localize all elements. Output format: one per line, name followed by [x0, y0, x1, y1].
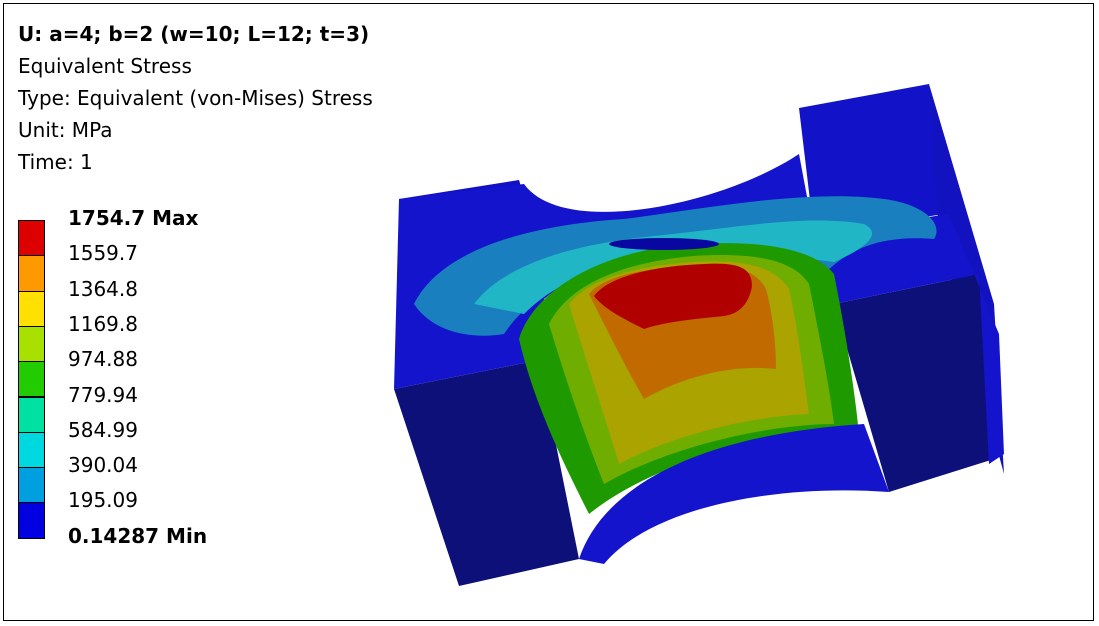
legend-level-label: 195.09 [68, 488, 138, 513]
legend-level-label: 1364.8 [68, 276, 138, 301]
result-unit: Unit: MPa [18, 118, 113, 142]
result-time: Time: 1 [18, 150, 93, 174]
legend-swatch [18, 255, 45, 292]
legend-swatch [18, 431, 45, 469]
legend-level-label: 974.88 [68, 347, 138, 372]
analysis-title: U: a=4; b=2 (w=10; L=12; t=3) [18, 22, 370, 46]
legend-level-label: 1559.7 [68, 241, 138, 266]
result-name: Equivalent Stress [18, 54, 192, 78]
result-type: Type: Equivalent (von-Mises) Stress [18, 86, 373, 110]
left-pillar-front [394, 360, 579, 586]
legend-swatch [18, 502, 45, 539]
legend-level-label: 779.94 [68, 382, 138, 407]
result-header: U: a=4; b=2 (w=10; L=12; t=3) Equivalent… [18, 18, 373, 178]
stress-contour-model[interactable] [4, 4, 1094, 621]
right-pillar-front [834, 274, 994, 492]
legend-level-label: 584.99 [68, 417, 138, 442]
contour-band-cyan [474, 220, 873, 314]
notch-face-red [594, 263, 752, 329]
legend-swatch [18, 290, 45, 327]
legend-swatch [18, 325, 45, 363]
notch-bottom-edge [579, 424, 889, 564]
legend-swatch [18, 396, 45, 433]
legend-swatch [18, 361, 45, 398]
legend-swatch [18, 220, 45, 257]
result-viewport[interactable]: U: a=4; b=2 (w=10; L=12; t=3) Equivalent… [3, 3, 1094, 621]
legend-swatch [18, 467, 45, 504]
legend-level-label: 390.04 [68, 453, 138, 478]
top-slot [609, 238, 719, 250]
legend-level-label: 1169.8 [68, 311, 138, 336]
legend-min-label: 0.14287 Min [68, 523, 208, 548]
legend-max-label: 1754.7 Max [68, 206, 199, 230]
